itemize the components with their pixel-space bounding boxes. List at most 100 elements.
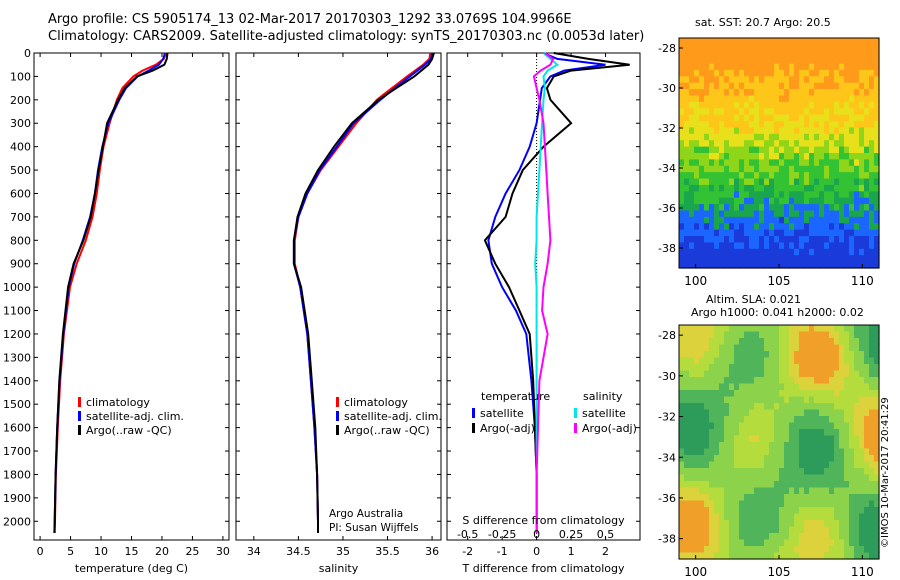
heatmap-cell	[724, 533, 730, 541]
heatmap-cell	[719, 409, 725, 417]
heatmap-cell	[779, 82, 785, 90]
heatmap-cell	[819, 89, 825, 97]
heatmap-cell	[804, 364, 810, 372]
heatmap-cell	[709, 416, 715, 424]
heatmap-cell	[859, 82, 865, 90]
heatmap-cell	[764, 223, 770, 231]
heatmap-cell	[809, 133, 815, 141]
heatmap-cell	[784, 552, 790, 560]
heatmap-cell	[689, 50, 695, 58]
heatmap-cell	[764, 63, 770, 71]
heatmap-cell	[869, 455, 875, 463]
heatmap-cell	[714, 216, 720, 224]
heatmap-cell	[814, 429, 820, 437]
heatmap-cell	[789, 422, 795, 430]
heatmap-cell	[719, 487, 725, 495]
heatmap-cell	[759, 338, 765, 346]
heatmap-cell	[744, 255, 750, 263]
map-x-tick-label: 100	[684, 274, 707, 288]
heatmap-cell	[784, 487, 790, 495]
heatmap-cell	[739, 429, 745, 437]
heatmap-cell	[749, 370, 755, 378]
heatmap-cell	[679, 236, 685, 244]
heatmap-cell	[809, 442, 815, 450]
heatmap-cell	[784, 216, 790, 224]
heatmap-cell	[839, 178, 845, 186]
heatmap-cell	[799, 50, 805, 58]
heatmap-cell	[829, 364, 835, 372]
heatmap-cell	[774, 133, 780, 141]
heatmap-cell	[784, 63, 790, 71]
heatmap-cell	[849, 396, 855, 404]
heatmap-cell	[869, 108, 875, 116]
heatmap-cell	[729, 416, 735, 424]
heatmap-cell	[679, 377, 685, 385]
heatmap-cell	[759, 474, 765, 482]
heatmap-cell	[869, 140, 875, 148]
heatmap-cell	[749, 95, 755, 103]
heatmap-cell	[859, 474, 865, 482]
heatmap-cell	[769, 448, 775, 456]
heatmap-cell	[774, 461, 780, 469]
heatmap-cell	[724, 197, 730, 205]
heatmap-cell	[694, 481, 700, 489]
heatmap-cell	[784, 396, 790, 404]
heatmap-cell	[789, 63, 795, 71]
heatmap-cell	[789, 82, 795, 90]
heatmap-cell	[834, 165, 840, 173]
heatmap-cell	[719, 442, 725, 450]
heatmap-cell	[809, 552, 815, 560]
heatmap-cell	[869, 461, 875, 469]
heatmap-cell	[684, 127, 690, 135]
heatmap-cell	[764, 184, 770, 192]
heatmap-cell	[774, 442, 780, 450]
heatmap-cell	[729, 248, 735, 256]
heatmap-cell	[874, 204, 880, 212]
heatmap-cell	[699, 344, 705, 352]
y-tick-label: 1100	[3, 305, 31, 318]
heatmap-cell	[864, 435, 870, 443]
heatmap-cell	[754, 520, 760, 528]
heatmap-cell	[739, 95, 745, 103]
heatmap-cell	[829, 409, 835, 417]
heatmap-cell	[864, 351, 870, 359]
heatmap-cell	[809, 69, 815, 77]
heatmap-cell	[694, 383, 700, 391]
heatmap-cell	[824, 242, 830, 250]
heatmap-cell	[779, 396, 785, 404]
heatmap-cell	[874, 69, 880, 77]
heatmap-cell	[754, 127, 760, 135]
heatmap-cell	[814, 507, 820, 515]
heatmap-cell	[864, 184, 870, 192]
heatmap-cell	[834, 197, 840, 205]
heatmap-cell	[809, 370, 815, 378]
heatmap-cell	[764, 383, 770, 391]
heatmap-cell	[859, 546, 865, 554]
heatmap-cell	[759, 442, 765, 450]
heatmap-cell	[844, 248, 850, 256]
heatmap-cell	[809, 242, 815, 250]
heatmap-cell	[684, 69, 690, 77]
heatmap-cell	[824, 57, 830, 65]
diff-line	[532, 52, 555, 533]
heatmap-cell	[789, 409, 795, 417]
x-tick-label: 0	[533, 545, 540, 558]
heatmap-cell	[734, 500, 740, 508]
heatmap-cell	[679, 146, 685, 154]
heatmap-cell	[794, 435, 800, 443]
heatmap-cell	[824, 82, 830, 90]
heatmap-cell	[749, 461, 755, 469]
heatmap-cell	[804, 153, 810, 160]
heatmap-cell	[774, 101, 780, 109]
heatmap-cell	[684, 416, 690, 424]
heatmap-cell	[824, 261, 830, 269]
heatmap-cell	[779, 69, 785, 77]
heatmap-cell	[854, 153, 860, 160]
heatmap-cell	[759, 172, 765, 180]
heatmap-cell	[869, 344, 875, 352]
heatmap-cell	[844, 101, 850, 109]
heatmap-cell	[704, 344, 710, 352]
heatmap-cell	[869, 468, 875, 476]
heatmap-cell	[839, 216, 845, 224]
heatmap-cell	[749, 63, 755, 71]
